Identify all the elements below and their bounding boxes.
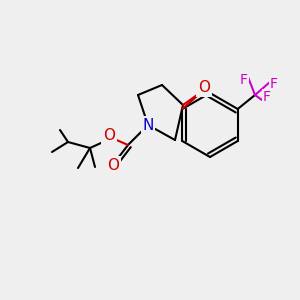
Text: O: O	[107, 158, 119, 172]
Text: N: N	[142, 118, 154, 133]
Text: F: F	[270, 77, 278, 91]
Text: O: O	[103, 128, 115, 143]
Text: O: O	[198, 80, 210, 95]
Text: F: F	[240, 73, 248, 87]
Text: F: F	[263, 90, 271, 104]
